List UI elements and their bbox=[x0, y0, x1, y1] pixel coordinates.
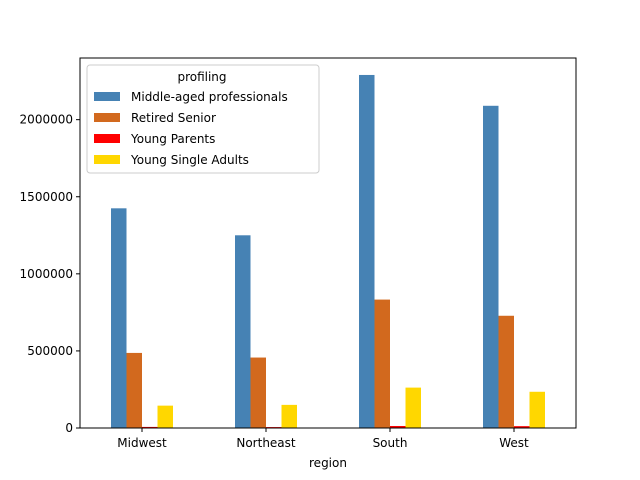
x-tick-label: West bbox=[499, 436, 529, 450]
x-axis: Midwest Northeast South West bbox=[117, 428, 529, 450]
bar-retired-senior-northeast bbox=[250, 357, 266, 428]
bar-young-parents-west bbox=[514, 426, 530, 428]
x-tick-label: Midwest bbox=[117, 436, 167, 450]
legend-title: profiling bbox=[177, 70, 226, 84]
legend-label: Young Single Adults bbox=[130, 153, 249, 167]
legend-label: Young Parents bbox=[130, 132, 215, 146]
y-tick-label: 500000 bbox=[27, 344, 73, 358]
bar-middle-aged-professionals-south bbox=[359, 74, 375, 428]
bar-young-parents-midwest bbox=[142, 426, 158, 428]
x-tick-label: Northeast bbox=[236, 436, 296, 450]
bar-retired-senior-midwest bbox=[126, 352, 142, 428]
plot-area-frame bbox=[79, 57, 577, 429]
legend-swatch bbox=[94, 155, 120, 164]
legend: profiling Middle-aged professionals Retir… bbox=[86, 64, 320, 174]
bar-middle-aged-professionals-northeast bbox=[235, 235, 251, 428]
legend-swatch bbox=[94, 134, 120, 143]
bar-middle-aged-professionals-midwest bbox=[111, 208, 127, 428]
legend-swatch bbox=[94, 113, 120, 122]
x-tick-label: South bbox=[373, 436, 408, 450]
bar-retired-senior-west bbox=[498, 315, 514, 428]
bar-young-single-adults-midwest bbox=[157, 405, 173, 428]
bar-young-single-adults-northeast bbox=[281, 404, 297, 428]
bar-young-single-adults-south bbox=[405, 387, 421, 428]
legend-label: Retired Senior bbox=[131, 111, 216, 125]
legend-swatch bbox=[94, 92, 120, 101]
y-tick-label: 1500000 bbox=[20, 190, 73, 204]
y-tick-label: 2000000 bbox=[20, 113, 73, 127]
x-axis-label: region bbox=[309, 456, 347, 470]
bar-young-parents-south bbox=[390, 425, 406, 428]
legend-label: Middle-aged professionals bbox=[131, 90, 288, 104]
bar-middle-aged-professionals-west bbox=[483, 105, 499, 429]
bar-young-single-adults-west bbox=[529, 391, 545, 428]
bar-retired-senior-south bbox=[374, 299, 390, 428]
y-tick-label: 1000000 bbox=[20, 267, 73, 281]
y-tick-label: 0 bbox=[65, 421, 73, 435]
y-axis: 0 500000 1000000 1500000 2000000 bbox=[20, 113, 80, 435]
legend-frame bbox=[86, 64, 320, 174]
bars-layer bbox=[111, 74, 545, 429]
